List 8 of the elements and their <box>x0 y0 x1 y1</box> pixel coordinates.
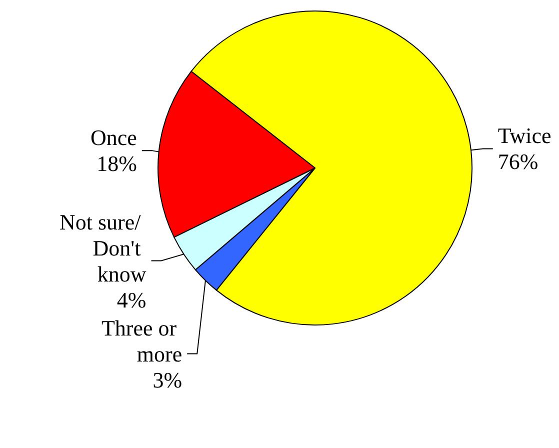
slice-label: Twice <box>498 123 552 148</box>
slice-label: Three or more <box>101 315 182 366</box>
data-label: 4% <box>116 287 146 312</box>
slice-label: Not sure/ Don't know <box>59 209 146 286</box>
data-label: 3% <box>152 367 182 392</box>
slice-label: Once <box>90 125 137 150</box>
data-label: 18% <box>96 151 137 176</box>
data-label: 76% <box>498 149 538 174</box>
